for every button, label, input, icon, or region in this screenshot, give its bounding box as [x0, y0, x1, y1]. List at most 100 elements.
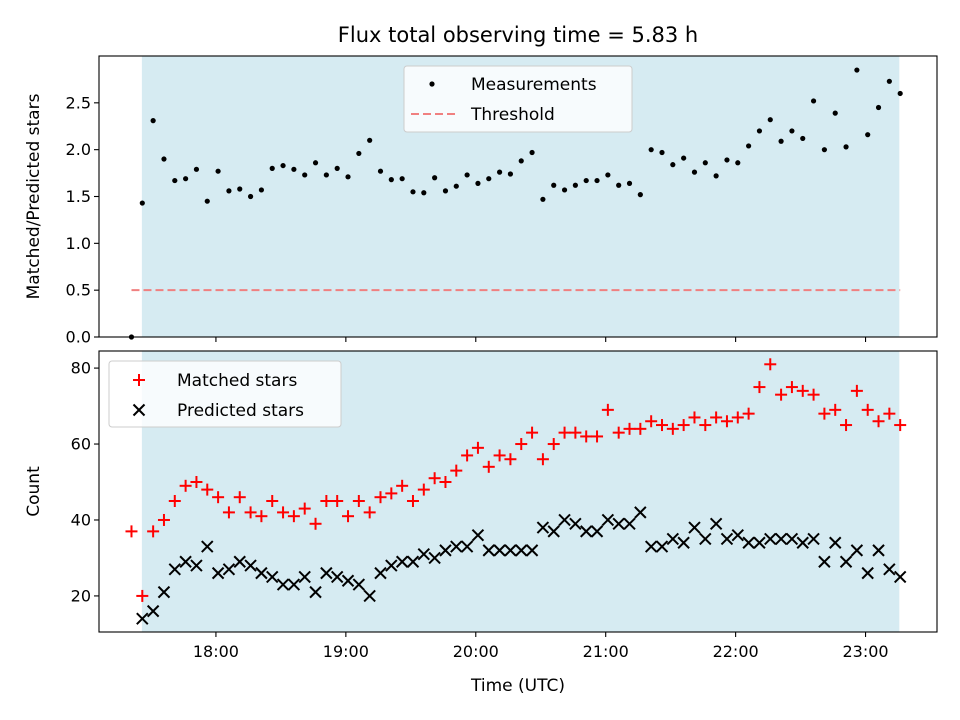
y-tick-label: 2.0	[66, 140, 91, 159]
measurement-point	[237, 186, 243, 192]
measurement-point	[854, 67, 860, 73]
matched-star-point	[266, 494, 279, 507]
predicted-star-point	[320, 566, 333, 580]
predicted-star-point	[157, 585, 171, 599]
predicted-star-point	[623, 517, 636, 530]
measurement-point	[215, 168, 221, 174]
measurement-point	[583, 177, 589, 184]
matched-star-point	[850, 384, 863, 397]
measurement-point	[496, 169, 503, 175]
matched-star-point	[287, 510, 300, 523]
predicted-star-point	[893, 570, 907, 584]
predicted-star-point	[861, 566, 874, 580]
matched-star-point	[374, 491, 387, 504]
measurement-point	[529, 149, 535, 156]
matched-star-point	[829, 403, 842, 416]
measurement-point	[810, 98, 817, 104]
predicted-star-point	[558, 513, 571, 527]
predicted-star-point	[417, 547, 431, 561]
predicted-star-point	[482, 544, 495, 557]
legend-matched-label: Matched stars	[177, 371, 297, 391]
matched-star-point	[385, 487, 398, 500]
predicted-star-point	[644, 540, 658, 553]
measurement-point	[464, 172, 470, 178]
matched-star-point	[363, 506, 376, 519]
y-tick-label: 20	[71, 586, 91, 605]
predicted-star-point	[590, 525, 604, 538]
measurement-point	[183, 176, 189, 182]
predicted-star-point	[850, 544, 864, 557]
matched-star-point	[807, 388, 820, 401]
matched-star-point	[840, 419, 853, 432]
legend-predicted-label: Predicted stars	[177, 401, 304, 421]
predicted-star-point	[699, 532, 712, 546]
measurement-point	[616, 182, 622, 188]
predicted-star-point	[255, 566, 268, 580]
measurement-point	[258, 187, 265, 193]
matched-star-point	[428, 472, 441, 485]
legend-measurements-marker	[429, 81, 435, 87]
measurement-point	[886, 78, 892, 84]
matched-star-point	[580, 430, 593, 443]
legend-plus-glyph	[133, 374, 145, 386]
measurement-point	[789, 128, 795, 134]
predicted-star-point	[742, 536, 755, 549]
measurement-point	[659, 149, 665, 156]
matched-star-point	[612, 426, 625, 439]
matched-star-point	[147, 525, 160, 538]
predicted-star-point	[634, 506, 647, 519]
measurement-point	[486, 176, 492, 182]
measurement-point	[626, 180, 633, 186]
matched-star-point	[861, 403, 874, 416]
measurement-point	[724, 157, 730, 163]
matched-star-point	[688, 411, 701, 424]
predicted-star-point	[439, 544, 452, 557]
y-tick-label: 2.5	[66, 93, 91, 112]
predicted-star-point	[406, 555, 420, 568]
x-tick-label: 19:00	[323, 642, 369, 661]
y-tick-label: 60	[71, 435, 91, 454]
chart-title: Flux total observing time = 5.83 h	[338, 23, 698, 47]
predicted-star-point	[601, 513, 615, 527]
x-tick-label: 18:00	[193, 642, 239, 661]
measurement-point	[561, 187, 568, 193]
matched-star-point	[136, 589, 149, 602]
top-y-axis-label: Matched/Predicted stars	[24, 93, 44, 299]
matched-star-point	[244, 506, 257, 519]
measurement-point	[821, 147, 828, 153]
measurement-point	[432, 175, 438, 181]
top-axes-frame	[98, 55, 938, 338]
matched-star-point	[482, 460, 495, 473]
predicted-star-point	[244, 559, 257, 572]
predicted-star-point	[298, 570, 311, 584]
legend-matched-marker	[133, 374, 145, 386]
predicted-star-point	[536, 521, 550, 534]
measurement-point	[691, 169, 698, 175]
predicted-star-point	[872, 544, 885, 557]
predicted-star-point	[385, 559, 398, 572]
measurement-point	[280, 162, 286, 169]
matched-star-point	[298, 502, 311, 515]
predicted-star-point	[266, 570, 279, 584]
bottom-legend: Matched stars Predicted stars	[108, 360, 342, 428]
matched-star-point	[742, 407, 755, 420]
matched-star-point	[591, 430, 604, 443]
predicted-star-point	[211, 566, 225, 580]
measurement-point	[323, 172, 329, 178]
predicted-star-point	[807, 532, 820, 546]
measurement-point	[865, 132, 871, 138]
predicted-star-point	[493, 544, 506, 557]
measurement-point	[172, 177, 178, 184]
predicted-star-point	[341, 574, 355, 587]
measurement-point	[875, 104, 882, 111]
predicted-star-point	[190, 559, 203, 572]
predicted-stars-points	[136, 506, 907, 625]
measurement-point	[302, 172, 308, 178]
matched-star-point	[125, 525, 138, 538]
matched-star-point	[309, 517, 322, 530]
measurement-point	[746, 143, 752, 149]
measurement-point	[388, 177, 394, 183]
matched-star-point	[720, 415, 733, 428]
predicted-star-point	[504, 544, 517, 557]
measurement-point	[778, 138, 784, 144]
